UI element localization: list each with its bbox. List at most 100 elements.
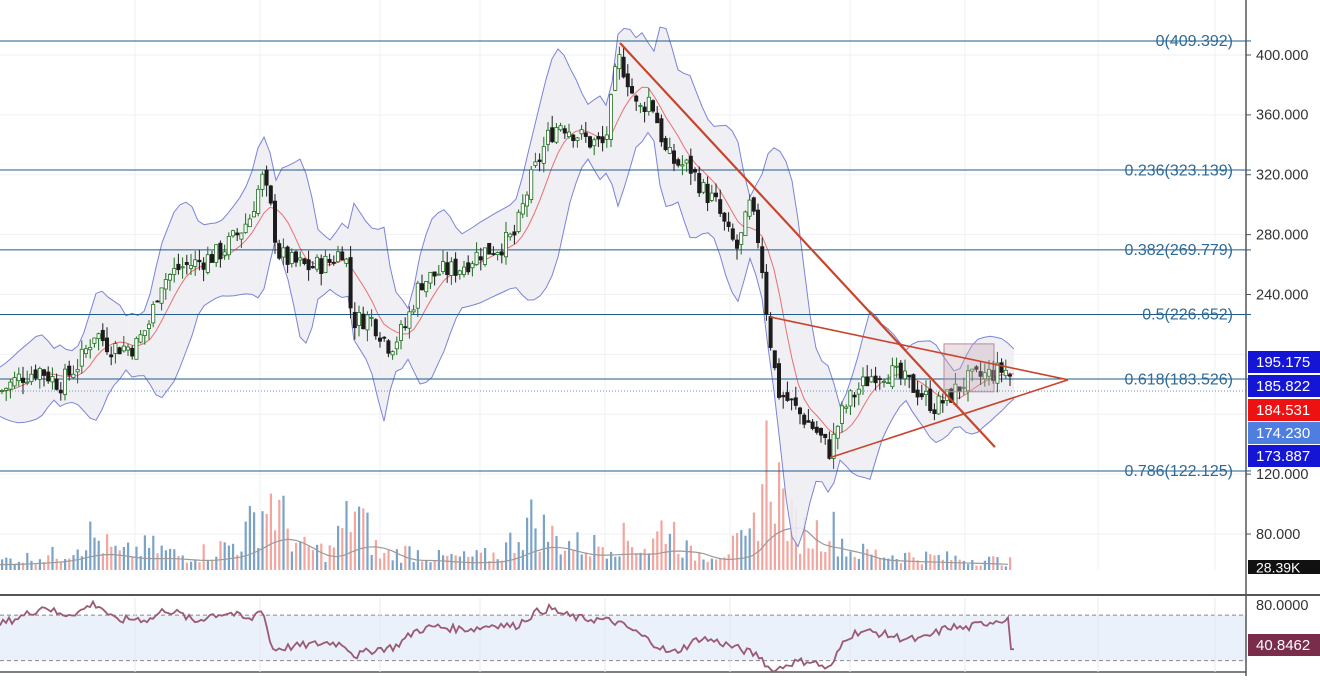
candle-body xyxy=(819,428,824,436)
volume-bar-196 xyxy=(824,551,827,570)
candle-29 xyxy=(121,336,126,353)
candle-body xyxy=(831,433,836,459)
volume-bar-182 xyxy=(765,420,768,570)
volume-bar-80 xyxy=(337,525,340,570)
candle-204 xyxy=(856,382,861,406)
candle-91 xyxy=(382,336,387,342)
volume-bar-194 xyxy=(815,520,818,570)
volume-bar-192 xyxy=(807,548,810,570)
price-axis[interactable]: 440.000 400.000 360.000 320.000 280.000 240.0… xyxy=(1245,0,1320,676)
candle-body xyxy=(840,405,845,424)
candle-179 xyxy=(751,196,756,215)
candle-237 xyxy=(995,351,1000,393)
volume-bar-171 xyxy=(719,558,722,570)
candle-body xyxy=(877,378,882,380)
candle-19 xyxy=(79,340,84,374)
volume-bar-21 xyxy=(89,521,92,570)
candle-body xyxy=(0,390,4,392)
volume-bar-166 xyxy=(698,552,701,570)
volume-bar-124 xyxy=(521,550,524,570)
candle-77 xyxy=(323,249,328,274)
candle-body xyxy=(109,354,114,358)
volume-bar-100 xyxy=(421,561,424,570)
volume-bar-214 xyxy=(899,563,902,570)
candle-body xyxy=(310,266,315,269)
volume-bar-165 xyxy=(694,560,697,570)
candle-177 xyxy=(743,210,748,237)
volume-bar-172 xyxy=(723,557,726,570)
candle-112 xyxy=(470,260,475,277)
candle-body xyxy=(482,247,487,265)
volume-bar-224 xyxy=(941,559,944,570)
candle-238 xyxy=(999,358,1004,383)
candle-58 xyxy=(243,213,248,234)
candle-75 xyxy=(314,254,319,273)
volume-bar-217 xyxy=(912,557,915,570)
volume-bar-111 xyxy=(467,556,470,570)
candle-78 xyxy=(327,253,332,267)
candle-body xyxy=(487,242,492,255)
candle-107 xyxy=(449,257,454,285)
candle-202 xyxy=(848,389,853,416)
price-tag-label-4: 173.887 xyxy=(1256,448,1310,465)
volume-bar-130 xyxy=(547,541,550,570)
volume-bar-193 xyxy=(811,548,814,570)
candle-body xyxy=(760,246,765,274)
volume-bar-89 xyxy=(374,539,377,570)
candle-body xyxy=(58,389,63,394)
price-tag-label-3: 174.230 xyxy=(1256,425,1310,442)
volume-bar-136 xyxy=(572,549,575,570)
candle-body xyxy=(999,362,1004,373)
candle-body xyxy=(646,96,651,112)
volume-bar-47 xyxy=(198,562,201,570)
volume-bar-204 xyxy=(857,558,860,570)
candle-222 xyxy=(932,403,937,421)
candle-body xyxy=(512,231,517,236)
volume-bar-85 xyxy=(358,506,361,570)
candle-body xyxy=(928,388,933,411)
volume-bar-26 xyxy=(110,546,113,570)
candle-body xyxy=(25,381,30,384)
volume-bar-84 xyxy=(353,511,356,570)
candle-body xyxy=(239,232,244,240)
volume-bar-54 xyxy=(227,545,230,570)
candle-197 xyxy=(827,431,832,460)
candle-37 xyxy=(155,300,160,303)
candle-13 xyxy=(54,373,59,391)
candle-body xyxy=(176,263,181,271)
candle-body xyxy=(155,300,160,303)
candle-40 xyxy=(167,273,172,291)
candle-body xyxy=(802,414,807,425)
candle-12 xyxy=(50,367,55,390)
candle-body xyxy=(642,106,647,113)
volume-bar-209 xyxy=(878,558,881,570)
candle-187 xyxy=(785,381,790,402)
candle-206 xyxy=(865,365,870,387)
candle-157 xyxy=(659,114,664,147)
volume-bar-205 xyxy=(862,543,865,570)
candle-128 xyxy=(537,153,542,172)
volume-bar-19 xyxy=(80,556,83,570)
volume-bar-119 xyxy=(500,560,503,570)
fib-level-label-1: 0.236(323.139) xyxy=(1124,162,1233,179)
volume-bar-7 xyxy=(30,560,33,570)
candle-body xyxy=(810,421,815,429)
volume-bar-29 xyxy=(122,547,125,570)
trendlines[interactable] xyxy=(619,42,1069,459)
volume-bar-151 xyxy=(635,553,638,570)
candle-body xyxy=(558,125,563,131)
candle-191 xyxy=(802,412,807,429)
candle-94 xyxy=(394,336,399,355)
candle-82 xyxy=(344,258,349,268)
fib-level-label-4: 0.618(183.526) xyxy=(1124,371,1233,388)
candle-153 xyxy=(642,101,647,123)
candle-body xyxy=(319,258,324,275)
candle-131 xyxy=(550,115,555,144)
candle-219 xyxy=(919,384,924,400)
candle-118 xyxy=(495,251,500,261)
candle-147 xyxy=(617,46,622,80)
candle-body xyxy=(306,259,311,271)
volume-bar-95 xyxy=(400,562,403,570)
